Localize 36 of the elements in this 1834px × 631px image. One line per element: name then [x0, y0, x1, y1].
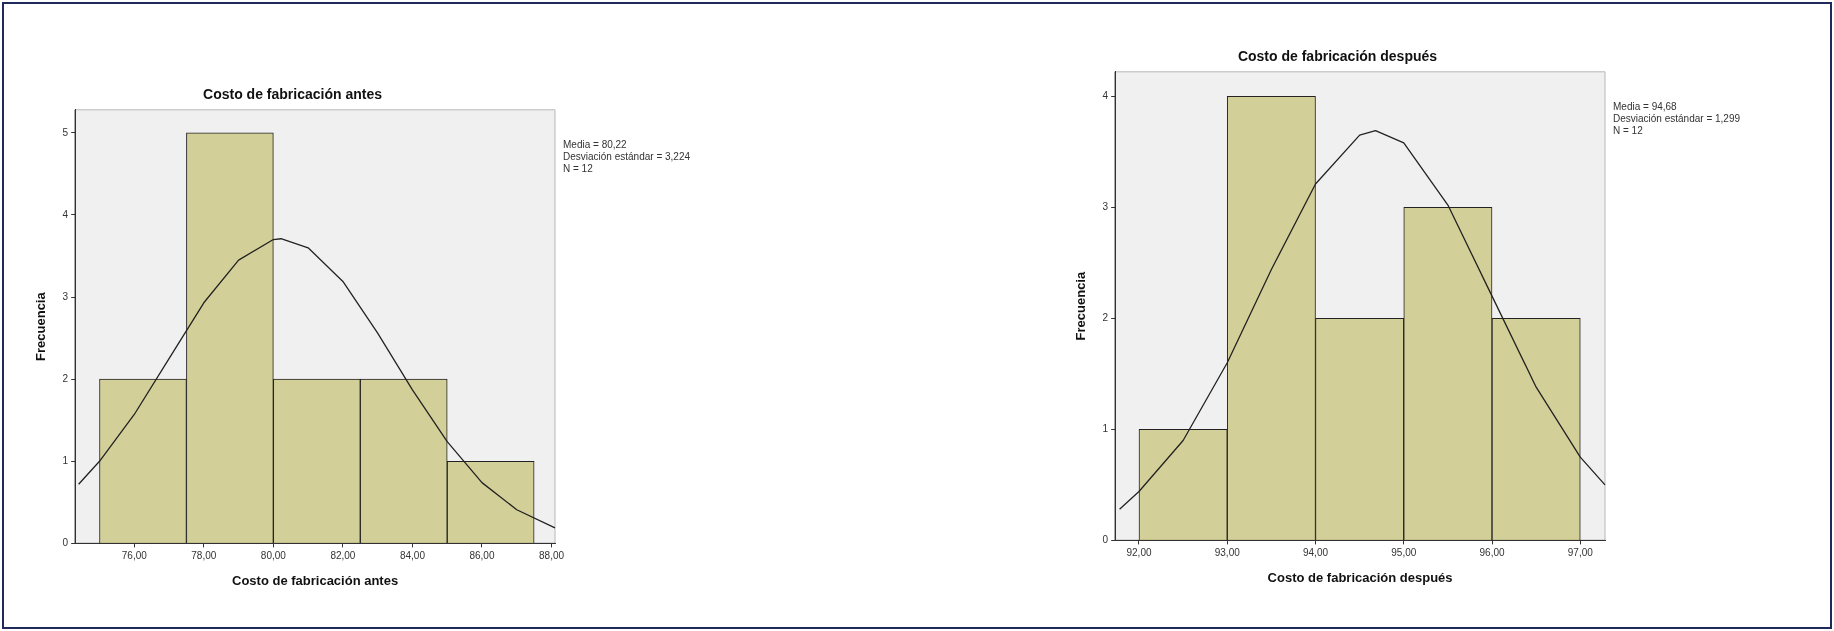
- x-tick-label: 95,00: [1391, 547, 1417, 559]
- y-tick-label: 2: [1102, 312, 1109, 324]
- x-tick-label: 97,00: [1567, 547, 1594, 559]
- x-tick-label: 94,00: [1302, 547, 1329, 559]
- y-tick-label: 4: [1102, 89, 1109, 101]
- y-tick-label: 2: [62, 372, 69, 384]
- y-tick-label: 0: [1102, 534, 1109, 546]
- x-tick-label: 86,00: [469, 550, 495, 562]
- x-axis-title: Costo de fabricación antes: [232, 572, 399, 588]
- x-tick-label: 92,00: [1126, 547, 1152, 559]
- y-tick-label: 3: [62, 290, 69, 302]
- chart-title: Costo de fabricación antes: [203, 86, 383, 103]
- y-axis-title: Frecuencia: [33, 291, 49, 361]
- x-axis-title: Costo de fabricación después: [1267, 569, 1453, 585]
- y-axis-title: Frecuencia: [1073, 271, 1089, 341]
- x-tick-label: 80,00: [260, 550, 287, 562]
- text: N = 12: [1613, 124, 1644, 136]
- chart-title: Costo de fabricación después: [1237, 48, 1438, 65]
- text: Media = 94,68: [1613, 100, 1678, 112]
- y-tick-label: 0: [62, 537, 69, 549]
- x-tick-label: 78,00: [191, 550, 217, 562]
- text: N = 12: [563, 162, 594, 174]
- text: Media = 80,22: [563, 138, 628, 150]
- y-tick-label: 5: [62, 126, 69, 138]
- x-tick-label: 76,00: [121, 550, 148, 562]
- text: Desviación estándar = 3,224: [563, 150, 691, 162]
- y-tick-label: 1: [62, 455, 69, 467]
- y-tick-label: 4: [62, 208, 69, 220]
- x-tick-label: 88,00: [539, 550, 565, 562]
- text: Desviación estándar = 1,299: [1613, 112, 1741, 124]
- y-tick-label: 1: [1102, 423, 1109, 435]
- y-tick-label: 3: [1102, 201, 1109, 213]
- x-tick-label: 93,00: [1214, 547, 1241, 559]
- x-tick-label: 82,00: [330, 550, 356, 562]
- x-tick-label: 84,00: [399, 550, 426, 562]
- x-tick-label: 96,00: [1479, 547, 1505, 559]
